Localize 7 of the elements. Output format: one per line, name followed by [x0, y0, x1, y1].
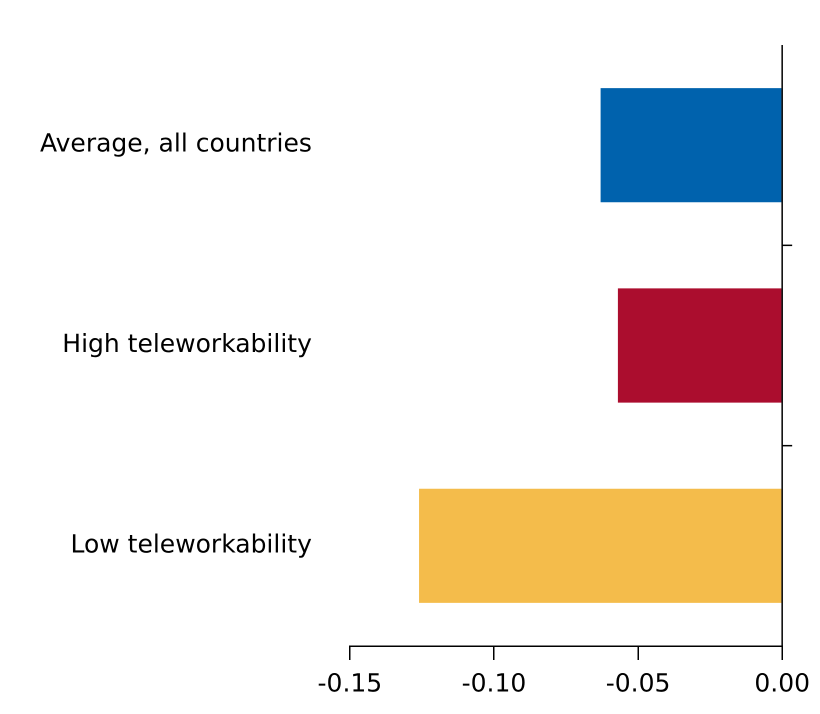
y-tick-label: Low teleworkability	[70, 529, 312, 558]
y-tick-label: High teleworkability	[62, 329, 312, 358]
y-tick-label: Average, all countries	[40, 128, 312, 158]
x-tick-label: 0.00	[754, 668, 810, 698]
x-tick-label: -0.10	[462, 668, 526, 698]
x-tick-label: -0.05	[606, 668, 670, 698]
x-tick-label: -0.15	[318, 668, 382, 698]
